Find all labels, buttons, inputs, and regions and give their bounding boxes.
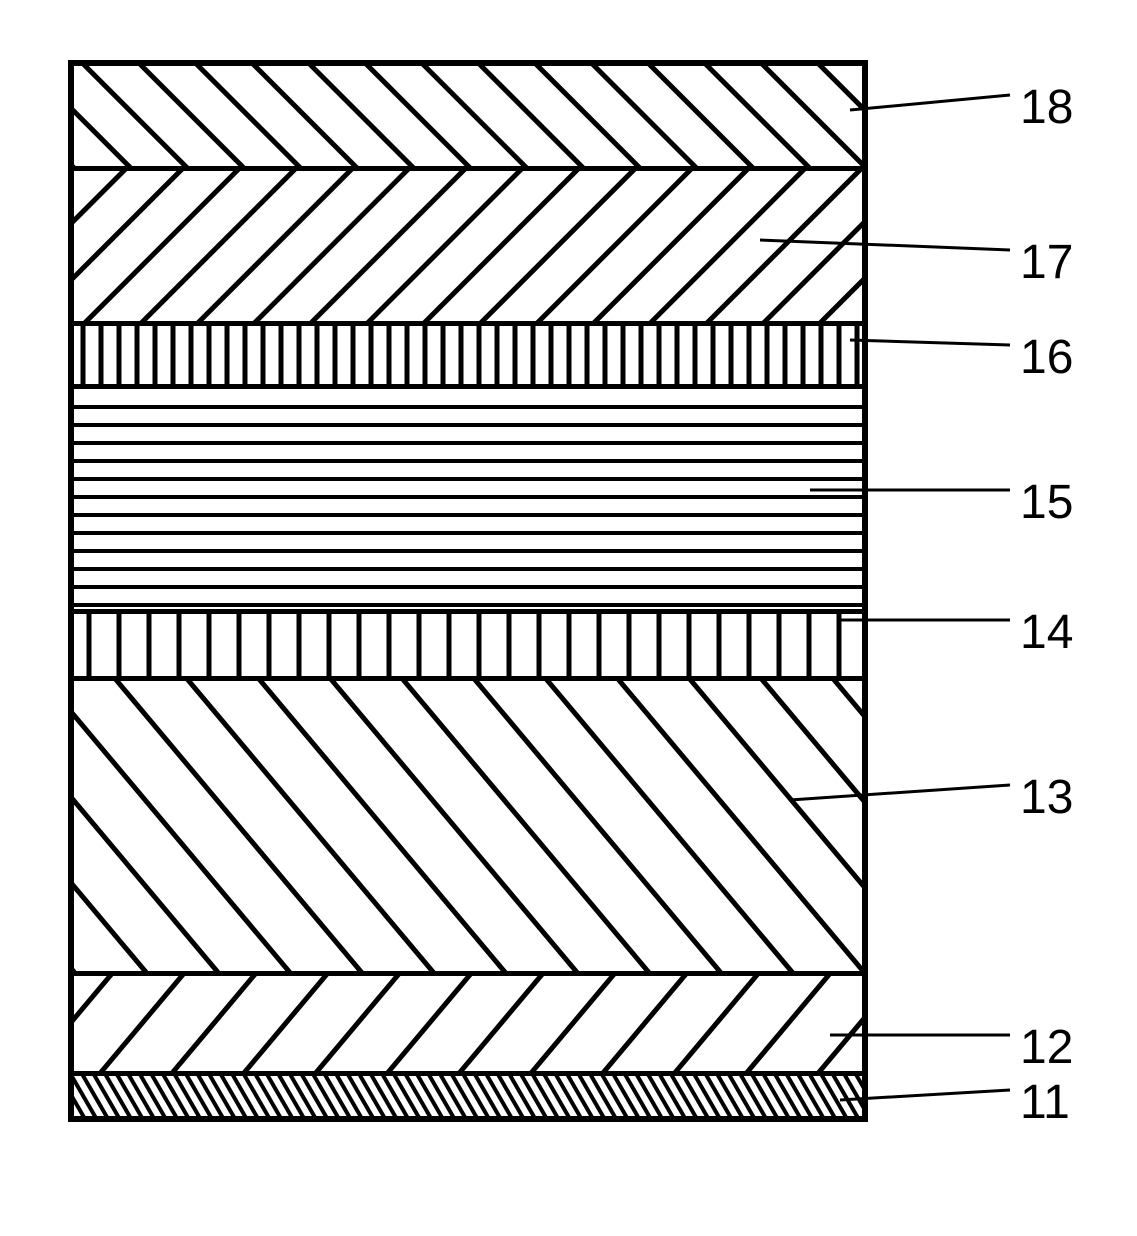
label-12: 12 <box>1020 1020 1073 1075</box>
layer-13 <box>74 681 862 976</box>
layer-stack <box>68 60 868 1122</box>
label-11: 11 <box>1020 1075 1070 1130</box>
layer-16 <box>74 326 862 389</box>
layered-diagram: 18 17 16 15 14 13 1211 <box>40 40 1097 1196</box>
layer-15 <box>74 389 862 614</box>
label-15: 15 <box>1020 475 1073 530</box>
layer-12 <box>74 976 862 1076</box>
layer-18 <box>74 66 862 171</box>
label-14: 14 <box>1020 605 1073 660</box>
layer-14 <box>74 614 862 681</box>
layer-11 <box>74 1076 862 1116</box>
label-18: 18 <box>1020 80 1073 135</box>
layer-17 <box>74 171 862 326</box>
label-16: 16 <box>1020 330 1073 385</box>
label-17: 17 <box>1020 235 1073 290</box>
label-13: 13 <box>1020 770 1073 825</box>
